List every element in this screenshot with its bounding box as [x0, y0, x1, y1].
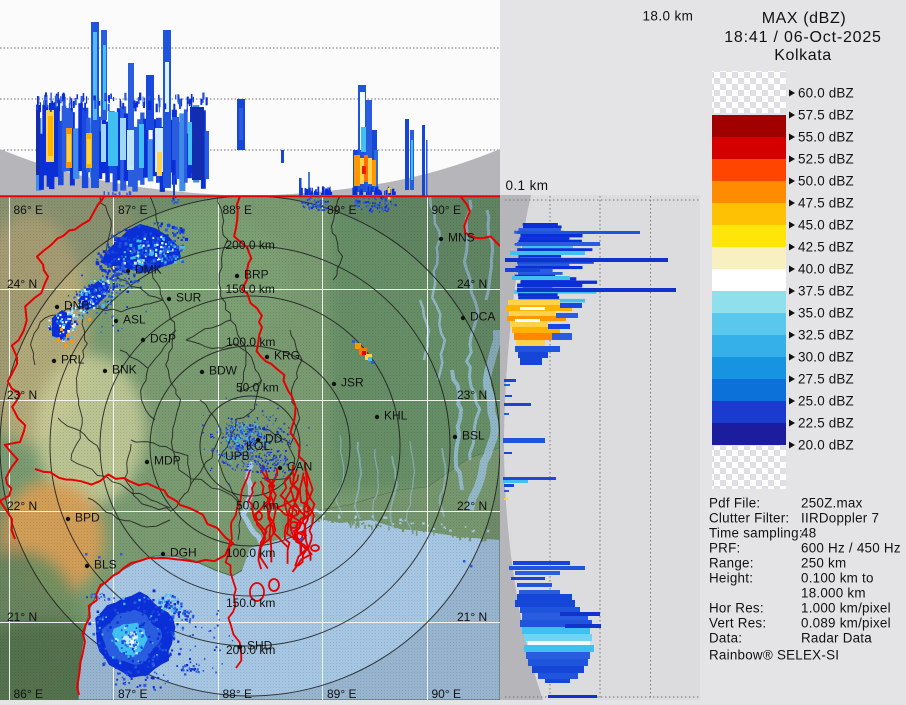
svg-text:18.000 km: 18.000 km — [801, 586, 866, 601]
svg-text:55.0 dBZ: 55.0 dBZ — [798, 130, 854, 145]
svg-text:0.1 km: 0.1 km — [506, 178, 549, 193]
svg-text:KOL: KOL — [246, 439, 270, 453]
svg-text:100.0 km: 100.0 km — [226, 546, 275, 560]
svg-text:Radar Data: Radar Data — [801, 631, 872, 646]
svg-text:1.000 km/pixel: 1.000 km/pixel — [801, 601, 891, 616]
svg-text:Kolkata: Kolkata — [774, 47, 832, 64]
svg-text:Height:: Height: — [709, 571, 753, 586]
svg-text:18.0 km: 18.0 km — [643, 9, 694, 24]
svg-text:SHD: SHD — [247, 639, 273, 653]
svg-text:37.5 dBZ: 37.5 dBZ — [798, 284, 854, 299]
svg-text:52.5 dBZ: 52.5 dBZ — [798, 152, 854, 167]
svg-text:Rainbow® SELEX-SI: Rainbow® SELEX-SI — [709, 648, 839, 663]
svg-text:JSR: JSR — [341, 376, 364, 390]
svg-text:Pdf File:: Pdf File: — [709, 496, 760, 511]
svg-text:20.0 dBZ: 20.0 dBZ — [798, 438, 854, 453]
svg-text:PRL: PRL — [61, 353, 85, 367]
svg-text:22° N: 22° N — [457, 499, 487, 513]
svg-text:UPB: UPB — [225, 449, 250, 463]
svg-text:150.0 km: 150.0 km — [226, 596, 275, 610]
svg-text:100.0 km: 100.0 km — [226, 335, 275, 349]
svg-text:600 Hz / 450 Hz: 600 Hz / 450 Hz — [801, 541, 901, 556]
svg-text:BPD: BPD — [75, 511, 100, 525]
svg-text:47.5 dBZ: 47.5 dBZ — [798, 196, 854, 211]
svg-text:CAN: CAN — [287, 460, 312, 474]
svg-text:24° N: 24° N — [457, 277, 487, 291]
svg-text:89° E: 89° E — [327, 203, 356, 217]
svg-text:250Z.max: 250Z.max — [801, 496, 863, 511]
svg-text:30.0 dBZ: 30.0 dBZ — [798, 350, 854, 365]
svg-text:90° E: 90° E — [432, 687, 461, 700]
svg-text:BNK: BNK — [112, 363, 137, 377]
svg-text:0.089 km/pixel: 0.089 km/pixel — [801, 616, 891, 631]
svg-text:MDP: MDP — [154, 454, 181, 468]
svg-text:86° E: 86° E — [14, 203, 43, 217]
svg-text:18:41 / 06-Oct-2025: 18:41 / 06-Oct-2025 — [724, 29, 882, 46]
svg-text:IIRDoppler 7: IIRDoppler 7 — [801, 511, 879, 526]
svg-text:42.5 dBZ: 42.5 dBZ — [798, 240, 854, 255]
svg-text:86° E: 86° E — [14, 687, 43, 700]
svg-text:DD: DD — [265, 432, 283, 446]
svg-text:87° E: 87° E — [118, 687, 147, 700]
svg-text:BRP: BRP — [244, 268, 269, 282]
svg-text:40.0 dBZ: 40.0 dBZ — [798, 262, 854, 277]
svg-text:90° E: 90° E — [432, 203, 461, 217]
svg-text:22° N: 22° N — [7, 499, 37, 513]
svg-text:0.100 km to: 0.100 km to — [801, 571, 874, 586]
svg-text:25.0 dBZ: 25.0 dBZ — [798, 394, 854, 409]
svg-text:Time sampling:: Time sampling: — [709, 526, 803, 541]
svg-text:ASL: ASL — [123, 313, 146, 327]
svg-text:23° N: 23° N — [457, 388, 487, 402]
svg-text:89° E: 89° E — [327, 687, 356, 700]
svg-text:88° E: 88° E — [223, 203, 252, 217]
svg-text:DGH: DGH — [170, 546, 197, 560]
svg-text:150.0 km: 150.0 km — [226, 282, 275, 296]
svg-text:DNB: DNB — [64, 299, 89, 313]
svg-text:PRF:: PRF: — [709, 541, 741, 556]
svg-text:87° E: 87° E — [118, 203, 147, 217]
svg-text:MAX (dBZ): MAX (dBZ) — [762, 10, 847, 27]
svg-text:88° E: 88° E — [223, 687, 252, 700]
svg-text:Vert Res:: Vert Res: — [709, 616, 766, 631]
svg-text:24° N: 24° N — [7, 277, 37, 291]
svg-text:BLS: BLS — [94, 558, 117, 572]
svg-text:BSL: BSL — [462, 429, 485, 443]
svg-text:60.0 dBZ: 60.0 dBZ — [798, 86, 854, 101]
svg-text:Hor Res:: Hor Res: — [709, 601, 764, 616]
svg-text:21° N: 21° N — [7, 610, 37, 624]
svg-text:27.5 dBZ: 27.5 dBZ — [798, 372, 854, 387]
svg-text:KHL: KHL — [384, 409, 408, 423]
svg-text:50.0 km: 50.0 km — [236, 381, 279, 395]
svg-text:23° N: 23° N — [7, 388, 37, 402]
svg-text:45.0 dBZ: 45.0 dBZ — [798, 218, 854, 233]
svg-text:MNS: MNS — [448, 231, 475, 245]
svg-text:48: 48 — [801, 526, 816, 541]
svg-text:KRG: KRG — [274, 349, 300, 363]
svg-text:250 km: 250 km — [801, 556, 846, 571]
svg-text:SUR: SUR — [176, 291, 202, 305]
svg-text:Clutter Filter:: Clutter Filter: — [709, 511, 789, 526]
svg-text:32.5 dBZ: 32.5 dBZ — [798, 328, 854, 343]
svg-text:BDW: BDW — [209, 364, 238, 378]
svg-text:DCA: DCA — [470, 310, 495, 324]
svg-text:200.0 km: 200.0 km — [226, 238, 275, 252]
svg-text:21° N: 21° N — [457, 610, 487, 624]
svg-text:22.5 dBZ: 22.5 dBZ — [798, 416, 854, 431]
svg-text:DGP: DGP — [150, 332, 176, 346]
svg-text:57.5 dBZ: 57.5 dBZ — [798, 108, 854, 123]
svg-text:35.0 dBZ: 35.0 dBZ — [798, 306, 854, 321]
svg-text:Range:: Range: — [709, 556, 754, 571]
svg-text:DMK: DMK — [135, 263, 162, 277]
svg-text:50.0 dBZ: 50.0 dBZ — [798, 174, 854, 189]
svg-text:50.0 km: 50.0 km — [236, 499, 279, 513]
svg-text:Data:: Data: — [709, 631, 742, 646]
